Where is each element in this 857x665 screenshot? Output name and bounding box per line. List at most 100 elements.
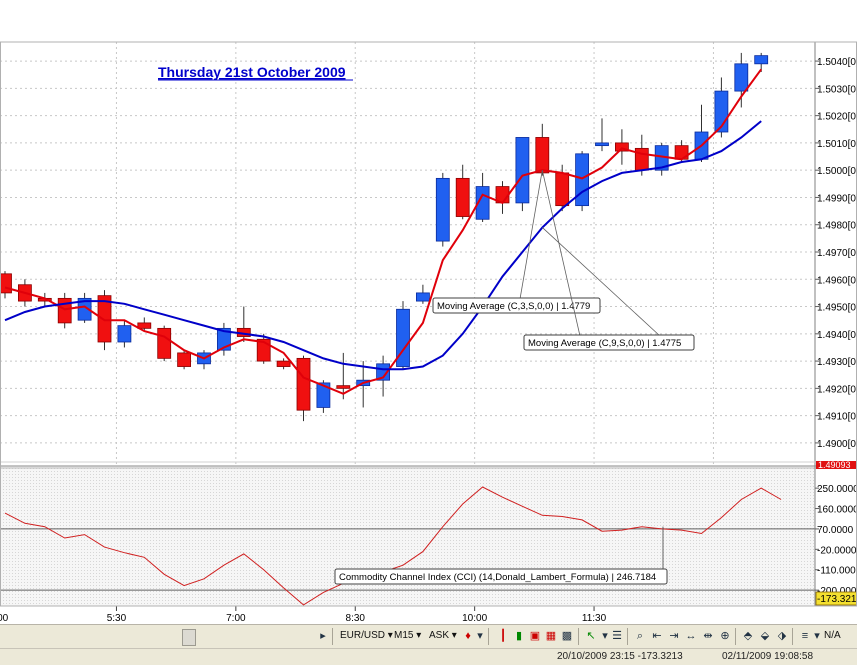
ma-fast-line [4, 68, 763, 395]
time-tick-label: 5:30 [107, 613, 127, 624]
price-tick-label: 1.4900[0] [817, 439, 857, 450]
properties-icon[interactable]: ☰ [612, 630, 622, 642]
dropdown-arrow-icon[interactable]: ▾ [477, 630, 483, 642]
price-tick-label: 1.4930[0] [817, 357, 857, 368]
shrink-icon[interactable]: ⇹ [703, 630, 713, 642]
time-scroll-thumb[interactable] [182, 629, 196, 646]
price-tick-label: 1.4910[0] [817, 412, 857, 423]
price-tick-label: 1.5030[0] [817, 84, 857, 95]
price-tick-label: 1.4980[0] [817, 221, 857, 232]
bull-candle [216, 327, 231, 351]
cci-pane-background [0, 466, 815, 606]
cci-annotation: Commodity Channel Index (CCI) (14,Donald… [339, 572, 656, 583]
bear-candle [276, 360, 291, 367]
chart-toolbar: ▸ EUR/USD ▾ M15 ▾ ASK ▾ ♦ ▾ ┃ ▮ ▣ ▦ ▩ ↖ … [0, 624, 857, 649]
toolbar-separator [578, 628, 579, 645]
price-tick-label: 1.4990[0] [817, 193, 857, 204]
toolbar-separator [488, 628, 489, 645]
fit-icon[interactable]: ⊕ [720, 630, 730, 642]
bull-candle [117, 325, 132, 343]
bull-candle [316, 382, 331, 408]
bear-candle [177, 352, 192, 367]
price-tick-label: 1.4920[0] [817, 384, 857, 395]
price-tick-label: 1.4970[0] [817, 248, 857, 259]
time-tick-label: 10:00 [462, 613, 487, 624]
timeframe-label: M15 [394, 630, 414, 641]
chart-title: Thursday 21st October 2009 [158, 64, 346, 80]
ma-slow-line [4, 120, 762, 371]
ma-fast-annotation: Moving Average (C,3,S,0,0) | 1.4779 [437, 301, 590, 312]
price-tick-label: 1.5020[0] [817, 112, 857, 123]
bull-candle [595, 142, 609, 147]
toolbar-separator [792, 628, 793, 645]
price-tick-label: 1.5000[0] [817, 166, 857, 177]
price-tick-label: 1.5010[0] [817, 139, 857, 150]
bull-candle [575, 153, 589, 207]
timeframe-selector[interactable]: M15 ▾ [394, 630, 422, 641]
bear-candle [296, 357, 311, 411]
price-tick-label: 1.4940[0] [817, 330, 857, 341]
area-chart-icon[interactable]: ▣ [529, 630, 541, 642]
bear-candle [57, 297, 72, 324]
bar-chart-icon[interactable]: ┃ [499, 630, 507, 642]
marker-icon-3[interactable]: ⬗ [777, 630, 787, 642]
zoom-value[interactable]: N/A [824, 630, 841, 641]
current-cci-label: -173.321 [817, 594, 857, 605]
bear-candle [535, 137, 550, 174]
expand-icon[interactable]: ↔ [685, 630, 697, 642]
price-tick-label: 1.4960[0] [817, 275, 857, 286]
dropdown-arrow-icon[interactable]: ▾ [602, 630, 608, 642]
play-icon[interactable]: ▸ [320, 630, 326, 642]
indicator-icon[interactable]: ▩ [561, 630, 573, 642]
candle-type-icon[interactable]: ♦ [465, 630, 471, 642]
cursor-icon[interactable]: ↖ [586, 630, 596, 642]
status-clock: 02/11/2009 19:08:58 [722, 651, 814, 662]
annotation-leader [541, 170, 581, 337]
ma-slow-annotation: Moving Average (C,9,S,0,0) | 1.4775 [528, 338, 681, 349]
cci-annotation-box [334, 568, 668, 585]
dropdown-arrow-icon[interactable]: ▾ [814, 630, 820, 642]
status-bar: 20/10/2009 23:15 -173.3213 02/11/2009 19… [0, 648, 857, 665]
bear-candle [336, 385, 351, 389]
chart-svg: 1.5040[0] 1.5030[0] 1.5020[0] 1.5010[0] 1.50… [0, 41, 857, 624]
cci-tick-label: 70.0000 [817, 525, 854, 536]
price-side-label: ASK [429, 630, 450, 641]
bull-candle [475, 186, 490, 220]
marker-icon-2[interactable]: ⬙ [760, 630, 770, 642]
cci-tick-label: 160.0000 [817, 505, 857, 516]
time-tick-label: 00 [0, 613, 9, 624]
annotation-leader [542, 227, 661, 337]
bear-candle [455, 177, 470, 217]
bull-candle [396, 308, 410, 367]
cci-tick-label: -110.0000 [817, 566, 857, 577]
bear-candle [615, 142, 629, 152]
current-cci-tag [815, 591, 857, 606]
bars-icon[interactable]: ≡ [801, 630, 809, 642]
ma-slow-annotation-box [523, 334, 695, 351]
bull-candle [734, 63, 749, 92]
bear-candle [157, 327, 172, 359]
ma-fast-annotation-box [432, 297, 601, 314]
symbol-selector[interactable]: EUR/USD ▾ [340, 630, 393, 641]
price-side-selector[interactable]: ASK ▾ [429, 630, 457, 641]
toolbar-separator [627, 628, 628, 645]
zoom-icon[interactable]: ⌕ [636, 630, 644, 642]
marker-icon[interactable]: ⬘ [743, 630, 753, 642]
bull-candle [435, 177, 450, 242]
current-price-label: 1.49093 [818, 460, 851, 470]
bear-candle [0, 273, 12, 294]
bear-candle [555, 172, 570, 207]
bear-candle [97, 295, 112, 343]
time-tick-label: 11:30 [582, 613, 607, 624]
cci-tick-label: -20.0000 [817, 545, 857, 556]
line-chart-icon[interactable]: ▦ [545, 630, 557, 642]
bear-candle [137, 322, 152, 329]
price-tick-label: 1.4950[0] [817, 303, 857, 314]
candle-chart-icon[interactable]: ▮ [515, 630, 523, 642]
price-tick-label: 1.5040[0] [817, 57, 857, 68]
scroll-right-icon[interactable]: ⇥ [669, 630, 679, 642]
time-tick-label: 7:00 [226, 613, 246, 624]
bull-candle [515, 137, 530, 204]
scroll-left-icon[interactable]: ⇤ [652, 630, 662, 642]
